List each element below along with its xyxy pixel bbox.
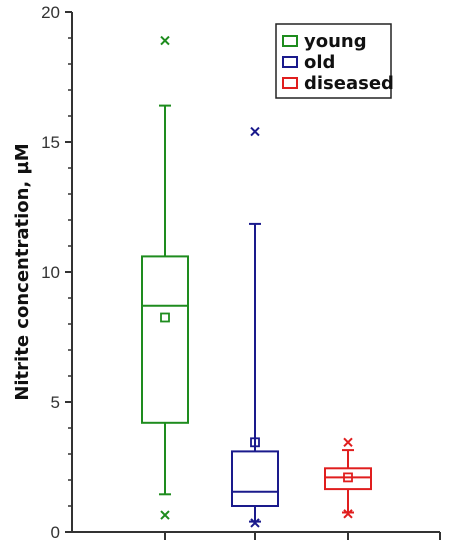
y-tick-label: 20	[41, 3, 60, 22]
outlier-marker	[160, 35, 170, 46]
legend-label-diseased: diseased	[304, 73, 394, 94]
legend-label-young: young	[304, 31, 367, 52]
y-tick-label: 5	[51, 393, 60, 412]
y-axis-label: Nitrite concentration, µM	[12, 143, 33, 400]
outlier-stroke	[250, 518, 260, 528]
iqr-box	[231, 450, 279, 507]
legend-swatch-diseased	[282, 77, 298, 89]
iqr-box	[141, 255, 189, 424]
outlier-marker	[250, 126, 260, 137]
mean-marker	[250, 437, 260, 448]
outlier-marker	[160, 510, 170, 520]
outlier-marker	[250, 518, 260, 528]
outlier-stroke	[160, 35, 170, 46]
box-series-group	[141, 35, 372, 528]
outlier-stroke	[250, 126, 260, 137]
outlier-marker	[343, 437, 353, 448]
box-diseased	[324, 437, 372, 519]
iqr-box	[324, 467, 372, 491]
legend-label-old: old	[304, 52, 335, 73]
legend-swatch-old	[282, 56, 298, 68]
axes: 0 5 10 15 20 Nitrite concentration, µM	[12, 3, 441, 542]
outlier-stroke	[160, 510, 170, 520]
mean-marker	[160, 312, 170, 323]
y-tick-label: 15	[41, 133, 60, 152]
outlier-stroke	[343, 437, 353, 448]
y-tick-label: 0	[51, 523, 60, 542]
box-old	[231, 126, 279, 528]
outlier-marker	[343, 509, 353, 519]
legend-swatch-young	[282, 35, 298, 47]
mean-marker	[343, 472, 353, 483]
box-young	[141, 35, 189, 520]
y-tick-label: 10	[41, 263, 60, 282]
outlier-stroke	[343, 509, 353, 519]
